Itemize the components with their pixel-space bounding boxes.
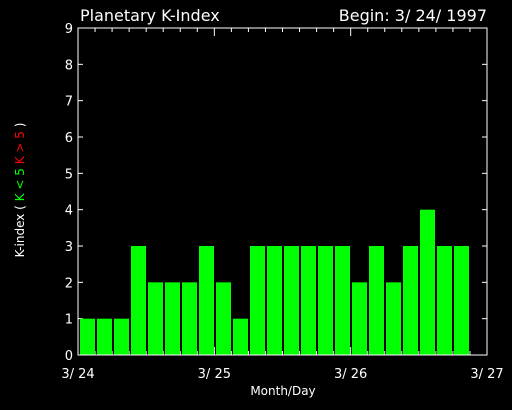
x-axis-label: Month/Day	[250, 384, 315, 398]
bar	[352, 282, 367, 355]
bar	[80, 318, 95, 355]
bar	[386, 282, 401, 355]
y-tick-label: 6	[65, 131, 73, 146]
chart-title: Planetary K-Index	[80, 6, 220, 25]
y-tick-label: 0	[65, 349, 73, 364]
x-tick-label: 3/ 24	[61, 367, 94, 382]
y-axis-label: K-index ( K < 5 K > 5 )	[13, 123, 27, 258]
bar	[131, 246, 146, 355]
bar	[148, 282, 163, 355]
begin-date-label: Begin: 3/ 24/ 1997	[339, 6, 487, 25]
y-tick-label: 7	[65, 95, 73, 110]
bar	[301, 246, 316, 355]
y-tick-label: 1	[65, 313, 73, 328]
bar	[267, 246, 282, 355]
x-tick-label: 3/ 26	[334, 367, 367, 382]
y-tick-label: 2	[65, 276, 73, 291]
y-axis-label-prefix: K-index	[13, 214, 27, 258]
y-axis-label-open-paren: (	[13, 205, 27, 210]
bar	[284, 246, 299, 355]
bar	[420, 209, 435, 355]
bar	[114, 318, 129, 355]
y-axis-label-green: K < 5	[13, 168, 27, 201]
bar	[165, 282, 180, 355]
bar	[403, 246, 418, 355]
x-tick-label: 3/ 25	[198, 367, 231, 382]
plot-frame	[77, 27, 488, 356]
bars-group	[80, 209, 469, 355]
bar	[335, 246, 350, 355]
y-tick-label: 3	[65, 240, 73, 255]
y-tick-label: 8	[65, 58, 73, 73]
x-axis-ticks: 3/ 24 3/ 25 3/ 26 3/ 27	[61, 28, 504, 382]
bar	[97, 318, 112, 355]
bar	[199, 246, 214, 355]
bar	[318, 246, 333, 355]
bar	[454, 246, 469, 355]
y-tick-label: 4	[65, 204, 73, 219]
y-tick-label: 9	[65, 22, 73, 37]
y-axis-label-red: K > 5	[13, 131, 27, 164]
bar	[216, 282, 231, 355]
y-tick-label: 5	[65, 167, 73, 182]
y-axis-label-close-paren: )	[13, 123, 27, 128]
x-tick-label: 3/ 27	[470, 367, 503, 382]
bar	[233, 318, 248, 355]
bar	[182, 282, 197, 355]
bar	[369, 246, 384, 355]
bar	[250, 246, 265, 355]
bar	[437, 246, 452, 355]
